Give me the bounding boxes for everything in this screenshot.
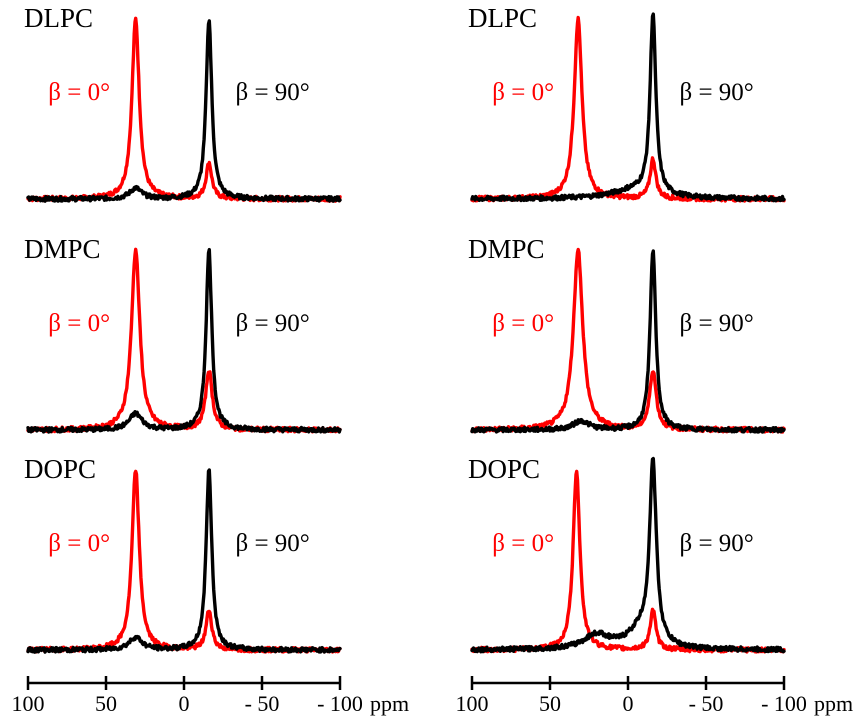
panel-middle-left: DMPC β = 0° β = 90° [24, 234, 342, 434]
series-label-beta-0: β = 0° [492, 79, 554, 106]
spectrum-beta-90 [26, 468, 342, 654]
series-label-beta-90: β = 90° [235, 310, 309, 337]
x-tick-label: - 100 [317, 691, 363, 716]
series-label-beta-0: β = 0° [48, 530, 110, 557]
x-tick-label: - 50 [245, 691, 280, 716]
series-label-beta-90: β = 90° [235, 530, 309, 557]
spectrum-beta-90 [470, 249, 786, 434]
series-label-beta-90: β = 90° [679, 79, 753, 106]
x-axis-unit: ppm [370, 691, 409, 716]
series-label-beta-0: β = 0° [48, 310, 110, 337]
x-tick-label: 0 [623, 691, 634, 716]
x-tick-label: 100 [12, 691, 45, 716]
panel-middle-right: DMPC β = 0° β = 90° [468, 234, 786, 434]
x-tick-label: 50 [95, 691, 117, 716]
spectrum-beta-90 [26, 19, 342, 203]
x-axis-right: 100 50 0 - 50 - 100 ppm [456, 676, 853, 716]
lipid-label: DMPC [24, 234, 101, 264]
x-tick-label: - 50 [689, 691, 724, 716]
x-tick-label: 100 [456, 691, 489, 716]
lipid-label: DLPC [468, 3, 537, 33]
spectrum-beta-90 [470, 456, 786, 654]
series-label-beta-90: β = 90° [679, 310, 753, 337]
x-axis-left: 100 50 0 - 50 - 100 ppm [12, 676, 409, 716]
spectrum-beta-0 [470, 247, 786, 434]
x-axis-unit: ppm [814, 691, 853, 716]
spectrum-beta-0 [26, 247, 342, 434]
spectrum-beta-0 [26, 16, 342, 203]
panel-bottom-left: DOPC β = 0° β = 90° [24, 454, 342, 654]
series-label-beta-90: β = 90° [235, 79, 309, 106]
panel-bottom-right: DOPC β = 0° β = 90° [468, 454, 786, 654]
series-label-beta-0: β = 0° [492, 310, 554, 337]
x-tick-label: 0 [179, 691, 190, 716]
spectrum-beta-0 [26, 469, 342, 654]
lipid-label: DOPC [468, 454, 540, 484]
series-label-beta-90: β = 90° [679, 530, 753, 557]
lipid-label: DLPC [24, 3, 93, 33]
lipid-label: DOPC [24, 454, 96, 484]
series-label-beta-0: β = 0° [48, 79, 110, 106]
x-tick-label: 50 [539, 691, 561, 716]
series-label-beta-0: β = 0° [492, 530, 554, 557]
x-tick-label: - 100 [761, 691, 807, 716]
panel-top-right: DLPC β = 0° β = 90° [468, 3, 786, 203]
spectrum-beta-0 [470, 15, 786, 203]
panel-top-left: DLPC β = 0° β = 90° [24, 3, 342, 203]
spectrum-beta-0 [470, 469, 786, 654]
spectrum-beta-90 [470, 12, 786, 203]
lipid-label: DMPC [468, 234, 545, 264]
spectrum-beta-90 [26, 247, 342, 434]
